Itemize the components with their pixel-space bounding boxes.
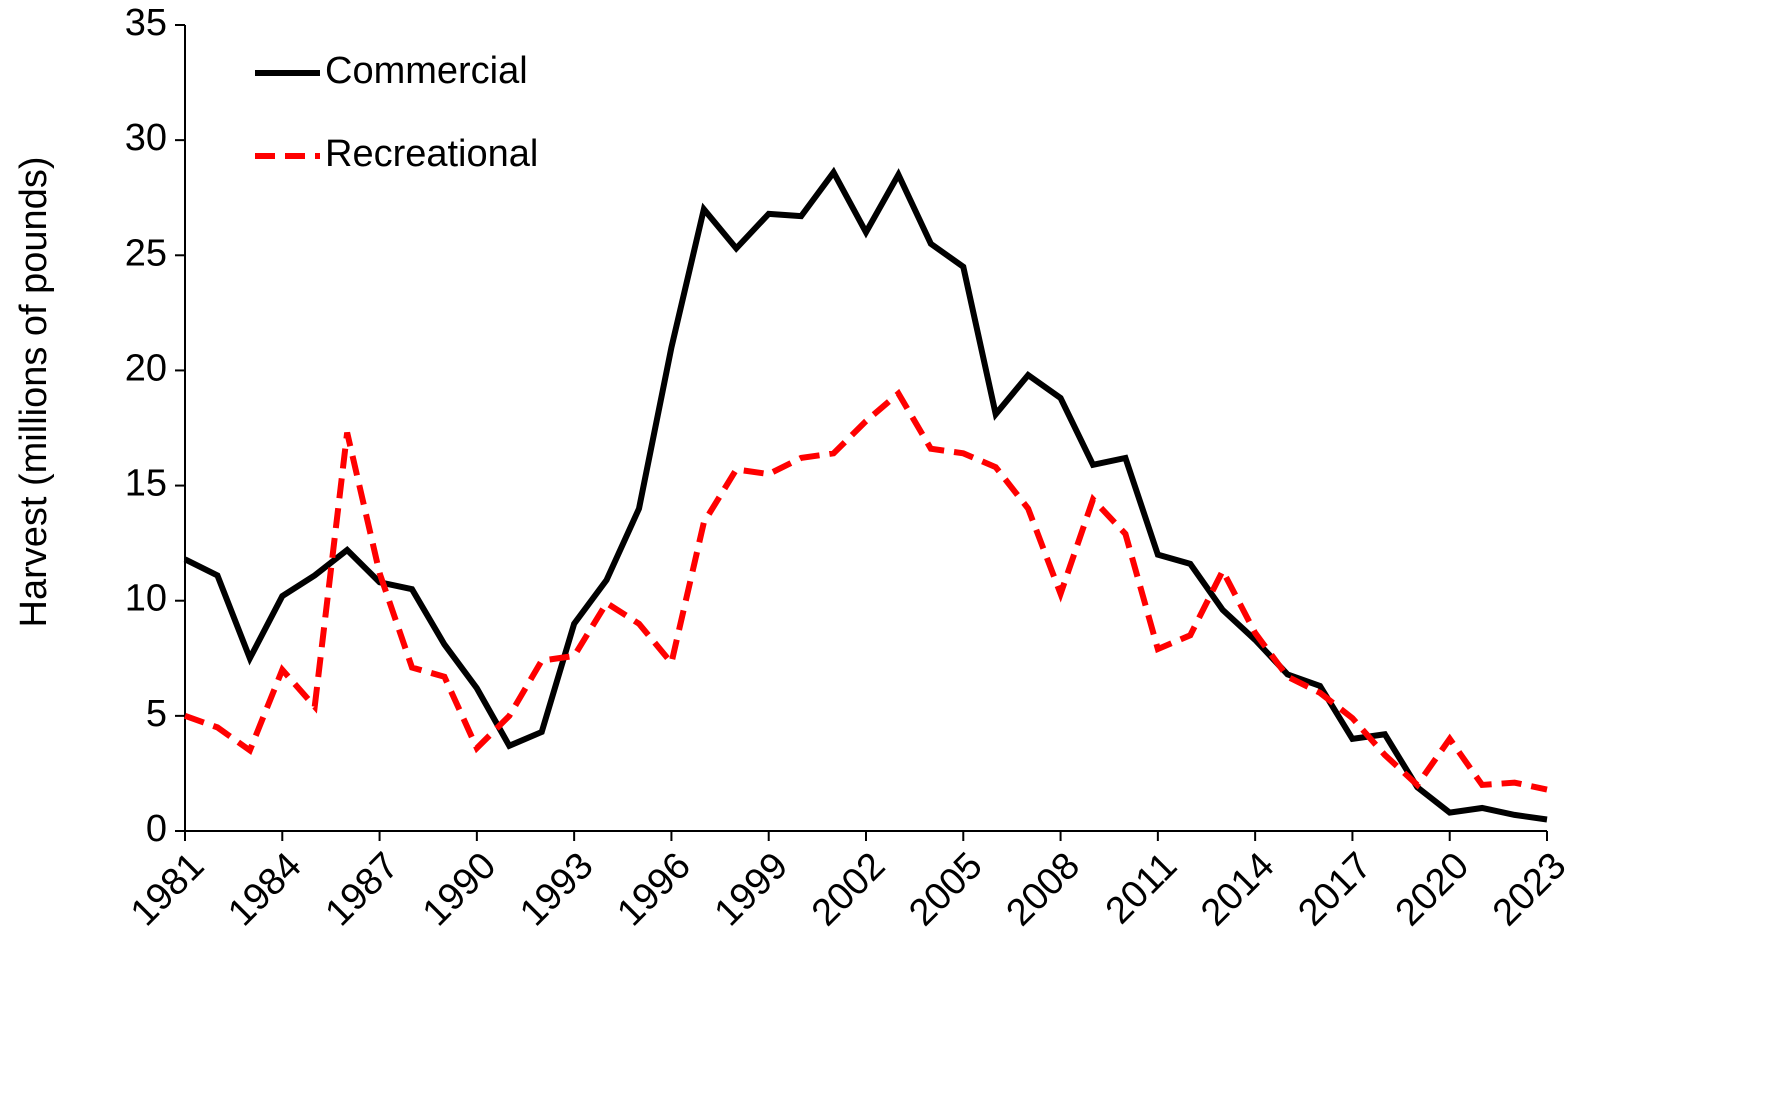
y-tick-label: 15 [125, 463, 167, 505]
y-tick-label: 0 [146, 808, 167, 850]
x-tick-label: 2011 [1098, 845, 1185, 932]
x-tick-label: 2005 [901, 845, 990, 934]
x-tick-label: 1987 [318, 845, 407, 934]
line-series [183, 388, 1548, 793]
x-tick-label: 1984 [220, 845, 309, 934]
x-tick-label: 2023 [1485, 845, 1574, 934]
y-tick-label: 20 [125, 347, 167, 389]
x-tick-label: 2020 [1388, 845, 1477, 934]
x-tick-label: 1996 [609, 845, 698, 934]
x-tick-label: 1993 [512, 845, 601, 934]
x-tick-label: 1999 [707, 845, 796, 934]
legend-label: Recreational [325, 133, 538, 175]
x-tick-label: 1990 [415, 845, 504, 934]
y-tick-label: 5 [146, 693, 167, 735]
y-axis-label: Harvest (millions of pounds) [13, 157, 55, 628]
y-tick-label: 25 [125, 232, 167, 274]
y-tick-label: 35 [125, 2, 167, 44]
y-tick-label: 30 [125, 117, 167, 159]
x-tick-label: 2008 [999, 845, 1088, 934]
x-tick-label: 2014 [1193, 845, 1282, 934]
x-tick-label: 2017 [1290, 845, 1379, 934]
x-tick-label: 2002 [804, 845, 893, 934]
legend-label: Commercial [325, 50, 528, 92]
x-tick-label: 1981 [123, 845, 212, 934]
y-tick-label: 10 [125, 578, 167, 620]
line-series [183, 166, 1548, 823]
